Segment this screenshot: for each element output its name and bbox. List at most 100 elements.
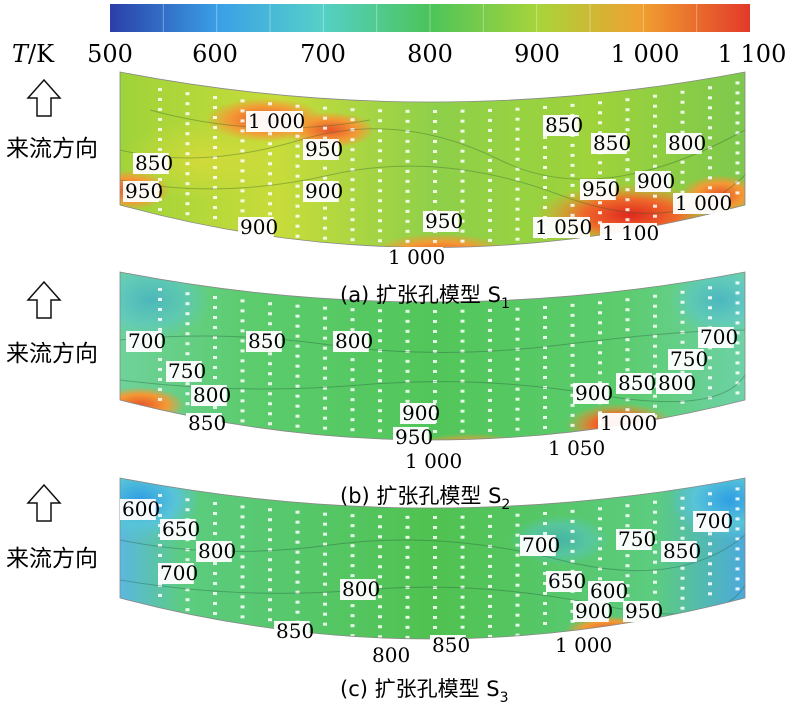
flow-direction-indicator: 来流方向 xyxy=(6,483,98,572)
svg-text:800: 800 xyxy=(193,383,231,407)
contour-value-label: 850 xyxy=(274,619,314,643)
arrow-up-icon xyxy=(26,280,62,319)
svg-text:800: 800 xyxy=(342,577,380,601)
svg-text:700: 700 xyxy=(128,329,166,353)
contour-value-label: 900 xyxy=(400,401,440,425)
svg-text:1 050: 1 050 xyxy=(535,215,592,239)
contour-value-label: 1 050 xyxy=(546,436,605,460)
svg-text:1 050: 1 050 xyxy=(548,436,605,460)
svg-text:850: 850 xyxy=(593,131,631,155)
contour-value-label: 800 xyxy=(666,131,706,155)
contour-value-label: 800 xyxy=(370,643,410,667)
contour-value-label: 800 xyxy=(196,539,236,563)
flow-direction-indicator: 来流方向 xyxy=(6,78,98,162)
svg-text:1 000: 1 000 xyxy=(555,633,612,657)
svg-text:900: 900 xyxy=(575,381,613,405)
svg-text:750: 750 xyxy=(670,347,708,371)
svg-text:700: 700 xyxy=(522,533,560,557)
contour-value-label: 750 xyxy=(166,359,206,383)
contour-value-label: 950 xyxy=(580,177,620,201)
colorbar-tick-label: 900 xyxy=(514,40,560,68)
contour-value-label: 950 xyxy=(393,425,433,449)
flow-direction-label: 来流方向 xyxy=(6,546,98,572)
svg-text:900: 900 xyxy=(305,179,343,203)
contour-value-label: 800 xyxy=(340,577,380,601)
colorbar-tick-label: 500 xyxy=(87,40,133,68)
svg-text:950: 950 xyxy=(125,179,163,203)
svg-text:950: 950 xyxy=(625,599,663,623)
arrow-up-icon xyxy=(26,483,62,522)
contour-value-label: 650 xyxy=(160,517,200,541)
contour-value-label: 1 000 xyxy=(553,633,612,657)
svg-text:650: 650 xyxy=(162,517,200,541)
contour-value-label: 1 000 xyxy=(403,449,462,473)
colorbar-unit-label: T/K xyxy=(12,40,55,68)
contour-value-label: 600 xyxy=(588,579,628,603)
svg-text:1 000: 1 000 xyxy=(248,109,305,133)
svg-text:700: 700 xyxy=(695,509,733,533)
svg-text:1 100: 1 100 xyxy=(602,221,659,245)
contour-value-label: 700 xyxy=(158,561,198,585)
svg-text:1 000: 1 000 xyxy=(675,191,732,215)
svg-text:800: 800 xyxy=(372,643,410,667)
svg-text:950: 950 xyxy=(425,209,463,233)
contour-value-label: 850 xyxy=(591,131,631,155)
svg-text:950: 950 xyxy=(305,137,343,161)
svg-text:900: 900 xyxy=(637,169,675,193)
colorbar-tick-label: 700 xyxy=(300,40,346,68)
contour-value-label: 900 xyxy=(303,179,343,203)
contour-value-label: 850 xyxy=(543,113,583,137)
svg-text:750: 750 xyxy=(168,359,206,383)
contour-value-label: 850 xyxy=(661,539,701,563)
colorbar-tick-label: 1 000 xyxy=(611,40,680,68)
svg-text:800: 800 xyxy=(668,131,706,155)
contour-value-label: 800 xyxy=(656,371,696,395)
svg-text:850: 850 xyxy=(545,113,583,137)
colorbar: T/K 500 600 700 800 900 1 000 1 100 xyxy=(12,4,786,68)
contour-value-label: 950 xyxy=(123,179,163,203)
flow-direction-label: 来流方向 xyxy=(6,341,98,367)
svg-text:850: 850 xyxy=(276,619,314,643)
contour-value-label: 850 xyxy=(616,371,656,395)
contour-value-label: 900 xyxy=(573,381,613,405)
contour-value-label: 600 xyxy=(120,497,160,521)
colorbar-tick-label: 600 xyxy=(192,40,238,68)
svg-text:600: 600 xyxy=(590,579,628,603)
arrow-up-icon xyxy=(26,78,62,117)
svg-text:900: 900 xyxy=(575,599,613,623)
panel-caption: (b) 扩张孔模型 S2 xyxy=(340,484,510,513)
svg-text:600: 600 xyxy=(122,497,160,521)
contour-value-label: 1 000 xyxy=(386,245,445,269)
svg-text:700: 700 xyxy=(700,325,738,349)
contour-value-label: 1 100 xyxy=(600,221,659,245)
colorbar-tick-label: 1 100 xyxy=(718,40,787,68)
svg-text:800: 800 xyxy=(198,539,236,563)
svg-text:850: 850 xyxy=(432,633,470,657)
contour-value-label: 1 000 xyxy=(246,109,305,133)
contour-value-label: 850 xyxy=(246,329,286,353)
flow-direction-indicator: 来流方向 xyxy=(6,280,98,367)
svg-text:750: 750 xyxy=(618,527,656,551)
svg-text:700: 700 xyxy=(160,561,198,585)
contour-value-label: 700 xyxy=(126,329,166,353)
svg-text:850: 850 xyxy=(618,371,656,395)
svg-text:850: 850 xyxy=(248,329,286,353)
contour-value-label: 750 xyxy=(616,527,656,551)
contour-value-label: 700 xyxy=(698,325,738,349)
svg-text:950: 950 xyxy=(395,425,433,449)
svg-text:850: 850 xyxy=(135,151,173,175)
svg-text:850: 850 xyxy=(663,539,701,563)
colorbar-gradient xyxy=(110,4,750,32)
svg-text:1 000: 1 000 xyxy=(600,411,657,435)
svg-text:900: 900 xyxy=(240,215,278,239)
panel-caption: (a) 扩张孔模型 S1 xyxy=(340,283,510,312)
svg-text:1 000: 1 000 xyxy=(405,449,462,473)
contour-value-label: 700 xyxy=(693,509,733,533)
svg-text:800: 800 xyxy=(335,329,373,353)
contour-value-label: 650 xyxy=(546,569,586,593)
svg-text:950: 950 xyxy=(582,177,620,201)
cooling-holes xyxy=(158,281,740,433)
contour-value-label: 800 xyxy=(191,383,231,407)
contour-value-label: 850 xyxy=(186,411,226,435)
svg-text:900: 900 xyxy=(402,401,440,425)
